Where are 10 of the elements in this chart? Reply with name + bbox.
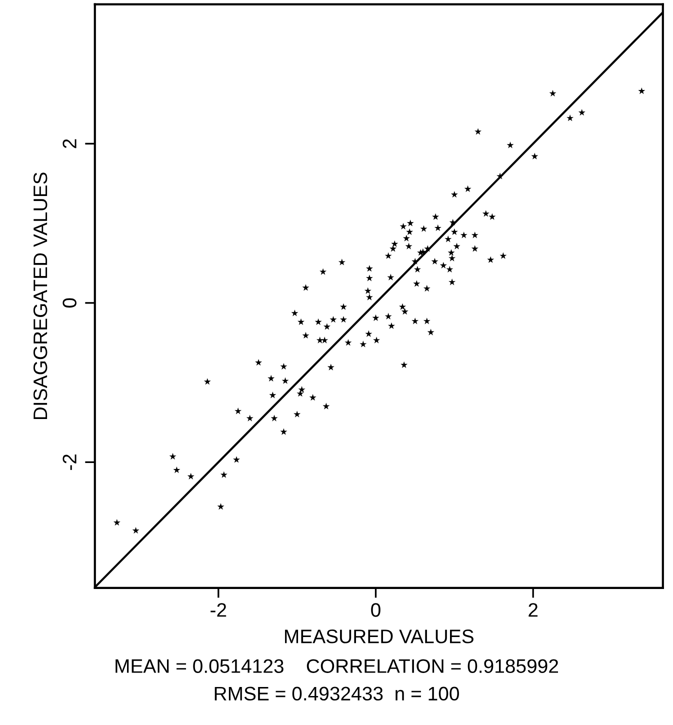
x-tick-label: 2 — [528, 603, 538, 617]
y-tick-label: 0 — [62, 298, 76, 308]
y-tick-label: -2 — [62, 454, 76, 470]
y-axis-title: DISAGGREGATED VALUES — [33, 172, 48, 420]
y-tick-label: 2 — [62, 139, 76, 148]
x-axis-title: MEASURED VALUES — [285, 630, 474, 644]
text: RMSE = 0.4932433 n = 100 — [214, 686, 459, 701]
x-tick-label: -2 — [210, 603, 226, 617]
x-tick-label: 0 — [371, 603, 380, 617]
text: MEAN = 0.0514123 CORRELATION = 0.9185992 — [116, 659, 558, 673]
